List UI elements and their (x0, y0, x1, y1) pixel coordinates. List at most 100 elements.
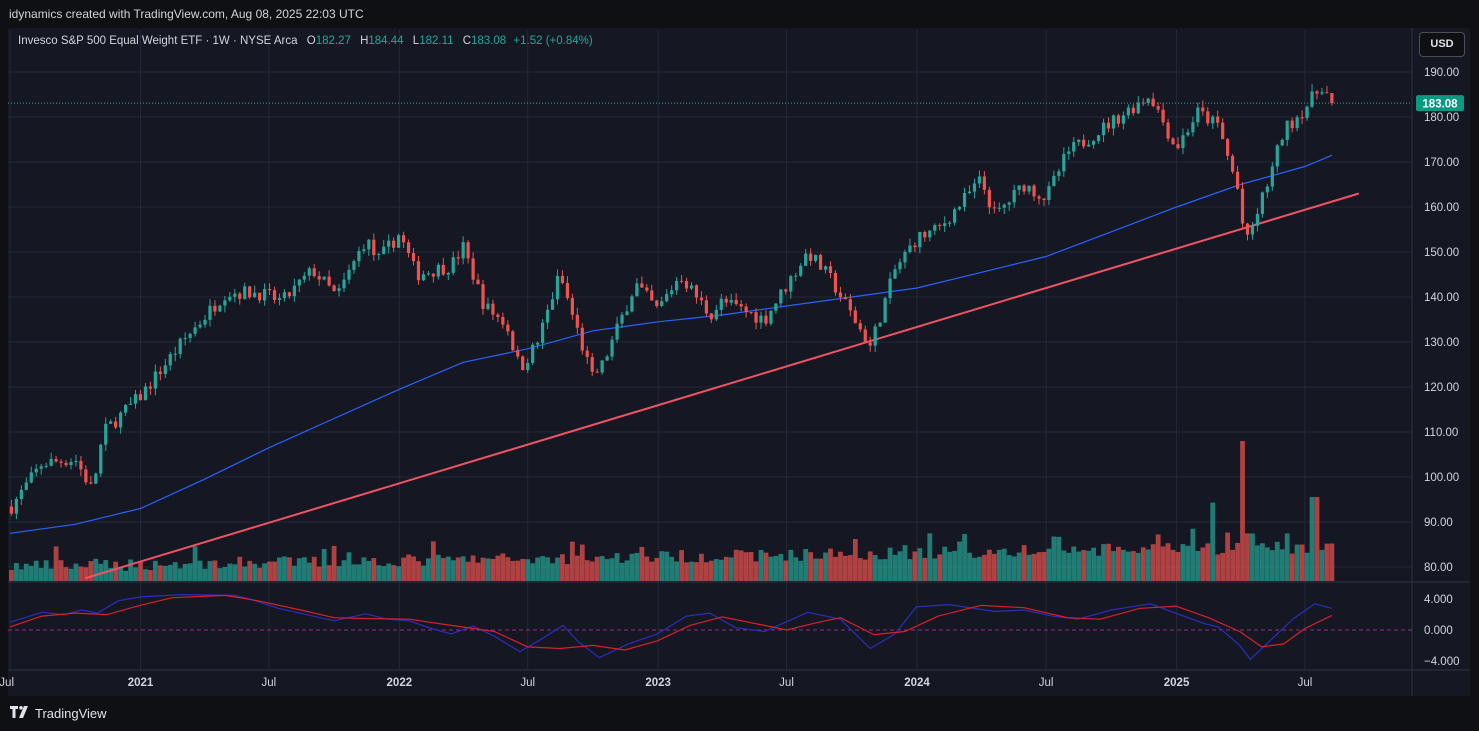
volume-bar (475, 562, 481, 581)
volume-bar (177, 568, 183, 581)
volume-bar (525, 559, 531, 581)
candle-body (367, 239, 371, 250)
volume-bar (252, 563, 258, 581)
candle-body (466, 242, 470, 259)
candle-body (436, 264, 440, 277)
volume-bar (421, 565, 426, 581)
volume-bar (1155, 534, 1161, 581)
candle-body (1250, 225, 1255, 235)
candle-body (104, 423, 108, 445)
candle-body (898, 262, 902, 270)
candle-body (913, 245, 917, 248)
candle-body (764, 315, 768, 324)
volume-bar (540, 556, 545, 581)
volume-bar (887, 547, 893, 581)
candle-body (133, 394, 138, 404)
currency-button[interactable]: USD (1419, 32, 1465, 57)
symbol-title: Invesco S&P 500 Equal Weight ETF · 1W · … (18, 35, 298, 47)
volume-bar (33, 560, 39, 581)
volume-bar (942, 546, 948, 581)
osc-tick-label: 0.000 (1424, 625, 1453, 637)
candle-body (1136, 102, 1140, 114)
volume-bar (1011, 556, 1017, 581)
volume-bar (609, 558, 615, 581)
volume-bar (113, 561, 119, 581)
time-tick-label: 2025 (1164, 677, 1190, 689)
candle-body (163, 365, 167, 374)
candle-body (24, 482, 28, 490)
candle-body (655, 300, 659, 307)
candle-body (426, 273, 431, 275)
low-label: L (412, 35, 420, 47)
candle-body (54, 458, 58, 462)
candle-body (387, 240, 391, 247)
candle-body (1176, 144, 1180, 149)
volume-bar (624, 560, 630, 581)
candle-body (183, 337, 187, 339)
candle-body (1092, 141, 1096, 145)
candle-body (228, 296, 232, 301)
volume-bar (1096, 555, 1101, 581)
volume-bar (1170, 549, 1176, 581)
candle-body (1121, 115, 1125, 124)
volume-bar (247, 560, 253, 581)
volume-bar (1160, 546, 1166, 581)
candle-body (1285, 120, 1289, 140)
candle-body (943, 223, 947, 227)
candle-body (39, 466, 43, 469)
volume-bar (1120, 549, 1126, 581)
volume-bar (1230, 549, 1236, 581)
candle-body (277, 298, 282, 301)
volume-bar (162, 565, 168, 581)
ohlc-legend: Invesco S&P 500 Equal Weight ETF · 1W · … (18, 35, 593, 47)
brand-name: TradingView (35, 706, 107, 721)
candle-body (585, 350, 589, 358)
candle-body (1017, 185, 1021, 190)
volume-bar (1210, 502, 1216, 581)
candle-body (1325, 92, 1329, 94)
candle-body (1201, 107, 1205, 112)
close-value: 183.08 (471, 35, 507, 47)
candle-body (99, 444, 103, 474)
candle-body (312, 268, 316, 277)
volume-bar (991, 553, 997, 581)
price-tick-label: 120.00 (1424, 382, 1459, 394)
volume-bar (907, 559, 913, 581)
volume-bar (287, 557, 292, 581)
volume-bar (306, 562, 312, 581)
candle-body (1042, 198, 1046, 201)
volume-bar (217, 568, 223, 581)
candle-body (401, 235, 406, 243)
volume-bar (262, 563, 267, 581)
volume-bar (118, 567, 124, 581)
volume-bar (187, 563, 193, 581)
candle-body (560, 275, 565, 284)
volume-bar (202, 568, 208, 581)
candle-body (342, 279, 346, 289)
volume-bar (98, 563, 104, 581)
volume-bar (426, 558, 431, 581)
volume-bar (733, 549, 739, 581)
volume-bar (535, 557, 541, 581)
candle-body (1027, 185, 1031, 192)
volume-bar (1111, 551, 1116, 581)
tradingview-brand[interactable]: TradingView (10, 706, 107, 721)
time-tick-label: 2024 (904, 677, 930, 689)
candle-body (545, 309, 550, 323)
volume-bar (654, 557, 660, 581)
volume-bar (664, 551, 670, 581)
volume-bar (738, 550, 744, 581)
candle-body (208, 305, 212, 320)
candle-body (1186, 132, 1190, 136)
candle-body (471, 258, 475, 280)
volume-bar (267, 561, 272, 581)
candle-body (1012, 189, 1016, 203)
volume-bar (1250, 533, 1255, 581)
volume-bar (862, 559, 868, 581)
candle-body (1295, 117, 1299, 129)
candle-body (789, 276, 793, 292)
candle-body (1106, 122, 1111, 129)
support-trendline (84, 192, 1360, 580)
candle-body (416, 261, 421, 281)
